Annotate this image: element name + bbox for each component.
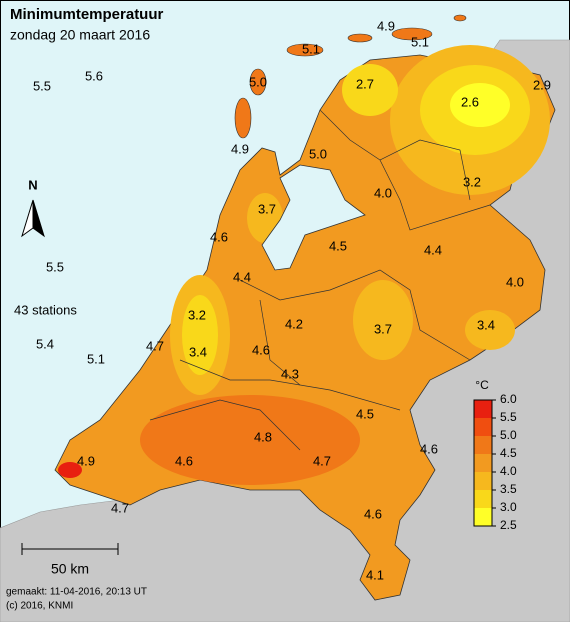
station-value: 4.9 bbox=[231, 141, 249, 156]
station-value: 4.9 bbox=[377, 18, 395, 33]
legend: 6.0 5.5 5.0 4.5 4.0 3.5 3.0 2.5 bbox=[473, 392, 517, 532]
station-value: 4.6 bbox=[252, 342, 270, 357]
station-value: 5.6 bbox=[85, 68, 103, 83]
scale-label: 50 km bbox=[51, 561, 89, 577]
subtitle: zondag 20 maart 2016 bbox=[10, 27, 150, 43]
station-value: 4.7 bbox=[146, 338, 164, 353]
legend-tick-label: 3.5 bbox=[500, 482, 517, 496]
ijsselmeer bbox=[261, 164, 366, 271]
station-value: 4.7 bbox=[313, 453, 331, 468]
north-arrow: N bbox=[21, 177, 45, 238]
legend-tick-label: 5.0 bbox=[500, 428, 517, 442]
station-value: 4.1 bbox=[366, 567, 384, 582]
station-count: 43 stations bbox=[14, 302, 77, 317]
station-value: 4.4 bbox=[233, 269, 251, 284]
station-value: 5.5 bbox=[46, 259, 64, 274]
station-value: 5.1 bbox=[87, 351, 105, 366]
station-value: 4.6 bbox=[420, 441, 438, 456]
station-value: 3.7 bbox=[374, 321, 392, 336]
station-value: 4.3 bbox=[281, 366, 299, 381]
station-value: 2.6 bbox=[461, 94, 479, 109]
station-value: 4.0 bbox=[506, 274, 524, 289]
legend-frame bbox=[473, 399, 493, 527]
legend-band bbox=[474, 472, 492, 490]
station-value: 3.2 bbox=[188, 307, 206, 322]
legend-band bbox=[474, 454, 492, 472]
station-values: 4.9 5.1 5.1 5.0 2.7 2.6 2.9 5.5 5.6 4.9 5.0 4.0 3.2 3… bbox=[33, 18, 551, 582]
legend-tick-label: 2.5 bbox=[500, 518, 517, 532]
station-value: 5.0 bbox=[309, 146, 327, 161]
station-value: 2.9 bbox=[533, 77, 551, 92]
station-value: 5.0 bbox=[249, 74, 267, 89]
provinces bbox=[149, 109, 491, 451]
station-value: 4.8 bbox=[254, 429, 272, 444]
station-value: 3.4 bbox=[477, 317, 495, 332]
station-value: 4.2 bbox=[285, 316, 303, 331]
legend-tick-label: 4.0 bbox=[500, 464, 517, 478]
legend-tick-label: 3.0 bbox=[500, 500, 517, 514]
station-value: 3.7 bbox=[258, 201, 276, 216]
footer-made: gemaakt: 11-04-2016, 20:13 UT bbox=[6, 587, 147, 598]
scale-bar bbox=[21, 543, 119, 555]
station-value: 5.1 bbox=[411, 34, 429, 49]
legend-band bbox=[474, 418, 492, 436]
station-value: 5.4 bbox=[36, 336, 54, 351]
station-value: 4.9 bbox=[77, 453, 95, 468]
station-value: 4.5 bbox=[356, 406, 374, 421]
legend-unit: °C bbox=[475, 378, 489, 392]
station-value: 4.5 bbox=[329, 238, 347, 253]
legend-band bbox=[474, 400, 492, 418]
legend-band bbox=[474, 508, 492, 526]
station-value: 3.2 bbox=[463, 174, 481, 189]
legend-band bbox=[474, 490, 492, 508]
station-value: 4.7 bbox=[111, 500, 129, 515]
station-value: 2.7 bbox=[356, 76, 374, 91]
wadden-islands bbox=[234, 14, 467, 139]
legend-tick-label: 5.5 bbox=[500, 410, 517, 424]
station-value: 3.4 bbox=[189, 344, 207, 359]
station-value: 4.6 bbox=[364, 506, 382, 521]
station-value: 4.4 bbox=[424, 242, 442, 257]
station-value: 5.5 bbox=[33, 78, 51, 93]
north-label: N bbox=[28, 177, 37, 192]
legend-tick-label: 6.0 bbox=[500, 392, 517, 406]
station-value: 4.6 bbox=[175, 453, 193, 468]
legend-tick-label: 4.5 bbox=[500, 446, 517, 460]
footer-copyright: (c) 2016, KNMI bbox=[6, 601, 73, 612]
station-value: 4.6 bbox=[210, 229, 228, 244]
station-value: 4.0 bbox=[374, 185, 392, 200]
station-value: 5.1 bbox=[302, 41, 320, 56]
legend-band bbox=[474, 436, 492, 454]
title: Minimumtemperatuur bbox=[10, 6, 164, 23]
